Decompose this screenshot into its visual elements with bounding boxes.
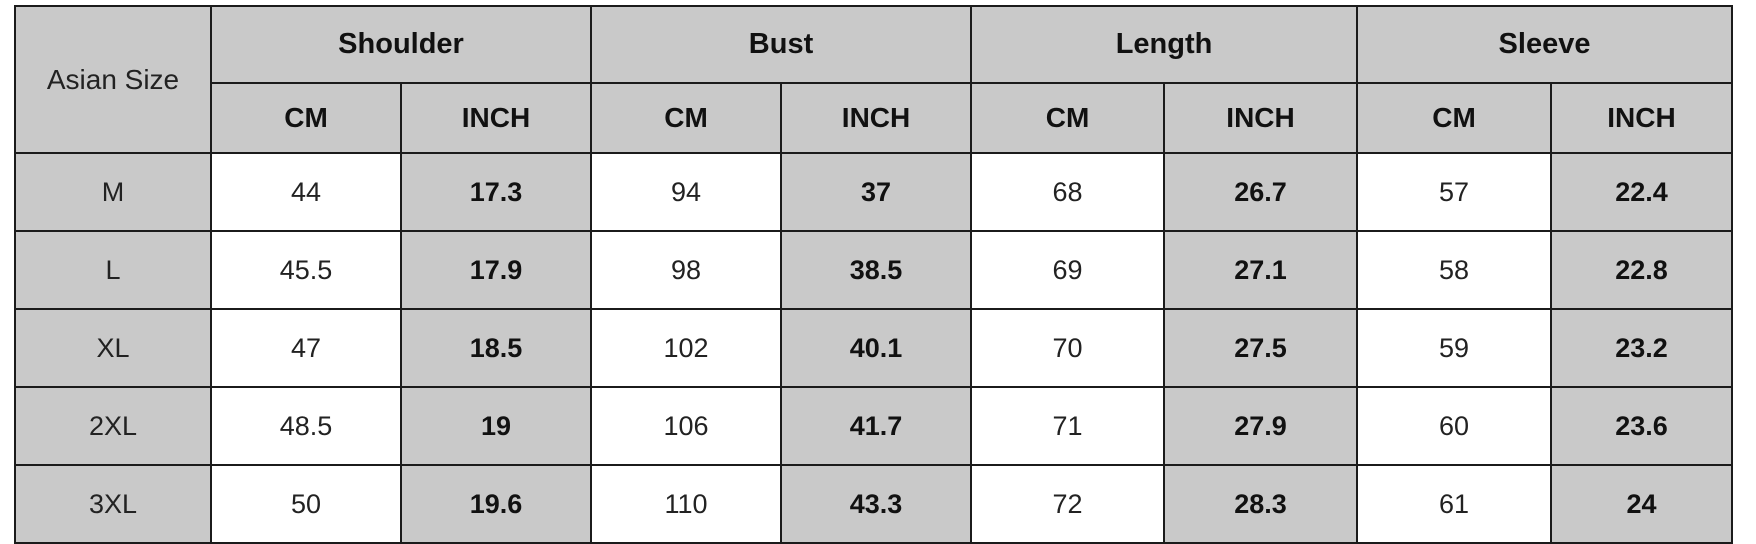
cm-value-cell: 70 (970, 308, 1166, 388)
unit-header-sleeve-inch: INCH (1550, 82, 1733, 154)
inch-value-cell: 27.5 (1163, 308, 1359, 388)
cm-value-cell: 61 (1356, 464, 1553, 544)
cm-value-cell: 60 (1356, 386, 1553, 466)
cm-value-cell: 69 (970, 230, 1166, 310)
cm-value-cell: 45.5 (210, 230, 402, 310)
cm-value-cell: 98 (590, 230, 783, 310)
inch-value-cell: 37 (780, 152, 973, 232)
inch-value-cell: 19 (399, 386, 593, 466)
cm-value-cell: 72 (970, 464, 1166, 544)
inch-value-cell: 41.7 (780, 386, 973, 466)
header-group-row: Asian Size Shoulder Bust Length Sleeve (14, 5, 1733, 154)
inch-value-cell: 22.8 (1550, 230, 1733, 310)
inch-value-cell: 22.4 (1550, 152, 1733, 232)
header-unit-row: CM INCH CM INCH CM INCH CM INCH (15, 82, 1733, 154)
size-cell: M (14, 152, 212, 232)
table-row-m: M 44 17.3 94 37 68 26.7 57 22.4 (14, 152, 1733, 232)
size-cell: L (14, 230, 212, 310)
inch-value-cell: 43.3 (780, 464, 973, 544)
size-cell: 3XL (14, 464, 212, 544)
unit-header-length-cm: CM (970, 82, 1166, 154)
cm-value-cell: 59 (1356, 308, 1553, 388)
inch-value-cell: 17.3 (399, 152, 593, 232)
cm-value-cell: 47 (210, 308, 402, 388)
cm-value-cell: 102 (590, 308, 783, 388)
unit-header-shoulder-cm: CM (210, 82, 402, 154)
cm-value-cell: 58 (1356, 230, 1553, 310)
group-header-shoulder: Shoulder (209, 5, 593, 84)
table-row-l: L 45.5 17.9 98 38.5 69 27.1 58 22.8 (14, 230, 1733, 310)
group-header-bust: Bust (590, 5, 973, 84)
cm-value-cell: 106 (590, 386, 783, 466)
cm-value-cell: 110 (590, 464, 783, 544)
cm-value-cell: 94 (590, 152, 783, 232)
size-cell: XL (14, 308, 212, 388)
cm-value-cell: 57 (1356, 152, 1553, 232)
inch-value-cell: 23.2 (1550, 308, 1733, 388)
cm-value-cell: 50 (210, 464, 402, 544)
inch-value-cell: 18.5 (399, 308, 593, 388)
inch-value-cell: 27.9 (1163, 386, 1359, 466)
unit-header-length-inch: INCH (1163, 82, 1359, 154)
table-row-2xl: 2XL 48.5 19 106 41.7 71 27.9 60 23.6 (14, 386, 1733, 466)
inch-value-cell: 38.5 (780, 230, 973, 310)
inch-value-cell: 40.1 (780, 308, 973, 388)
unit-header-bust-cm: CM (590, 82, 783, 154)
group-header-length: Length (970, 5, 1359, 84)
table-row-3xl: 3XL 50 19.6 110 43.3 72 28.3 61 24 (14, 464, 1733, 544)
cm-value-cell: 44 (210, 152, 402, 232)
inch-value-cell: 28.3 (1163, 464, 1359, 544)
unit-header-shoulder-inch: INCH (399, 82, 593, 154)
inch-value-cell: 19.6 (399, 464, 593, 544)
corner-header-asian-size: Asian Size (14, 5, 212, 154)
size-cell: 2XL (14, 386, 212, 466)
cm-value-cell: 71 (970, 386, 1166, 466)
inch-value-cell: 17.9 (399, 230, 593, 310)
unit-header-bust-inch: INCH (780, 82, 973, 154)
group-header-sleeve: Sleeve (1356, 5, 1733, 84)
cm-value-cell: 68 (970, 152, 1166, 232)
inch-value-cell: 23.6 (1550, 386, 1733, 466)
cm-value-cell: 48.5 (210, 386, 402, 466)
inch-value-cell: 27.1 (1163, 230, 1359, 310)
inch-value-cell: 24 (1550, 464, 1733, 544)
table-row-xl: XL 47 18.5 102 40.1 70 27.5 59 23.2 (14, 308, 1733, 388)
size-chart-table: Asian Size Shoulder Bust Length Sleeve C… (14, 5, 1733, 544)
inch-value-cell: 26.7 (1163, 152, 1359, 232)
unit-header-sleeve-cm: CM (1356, 82, 1553, 154)
